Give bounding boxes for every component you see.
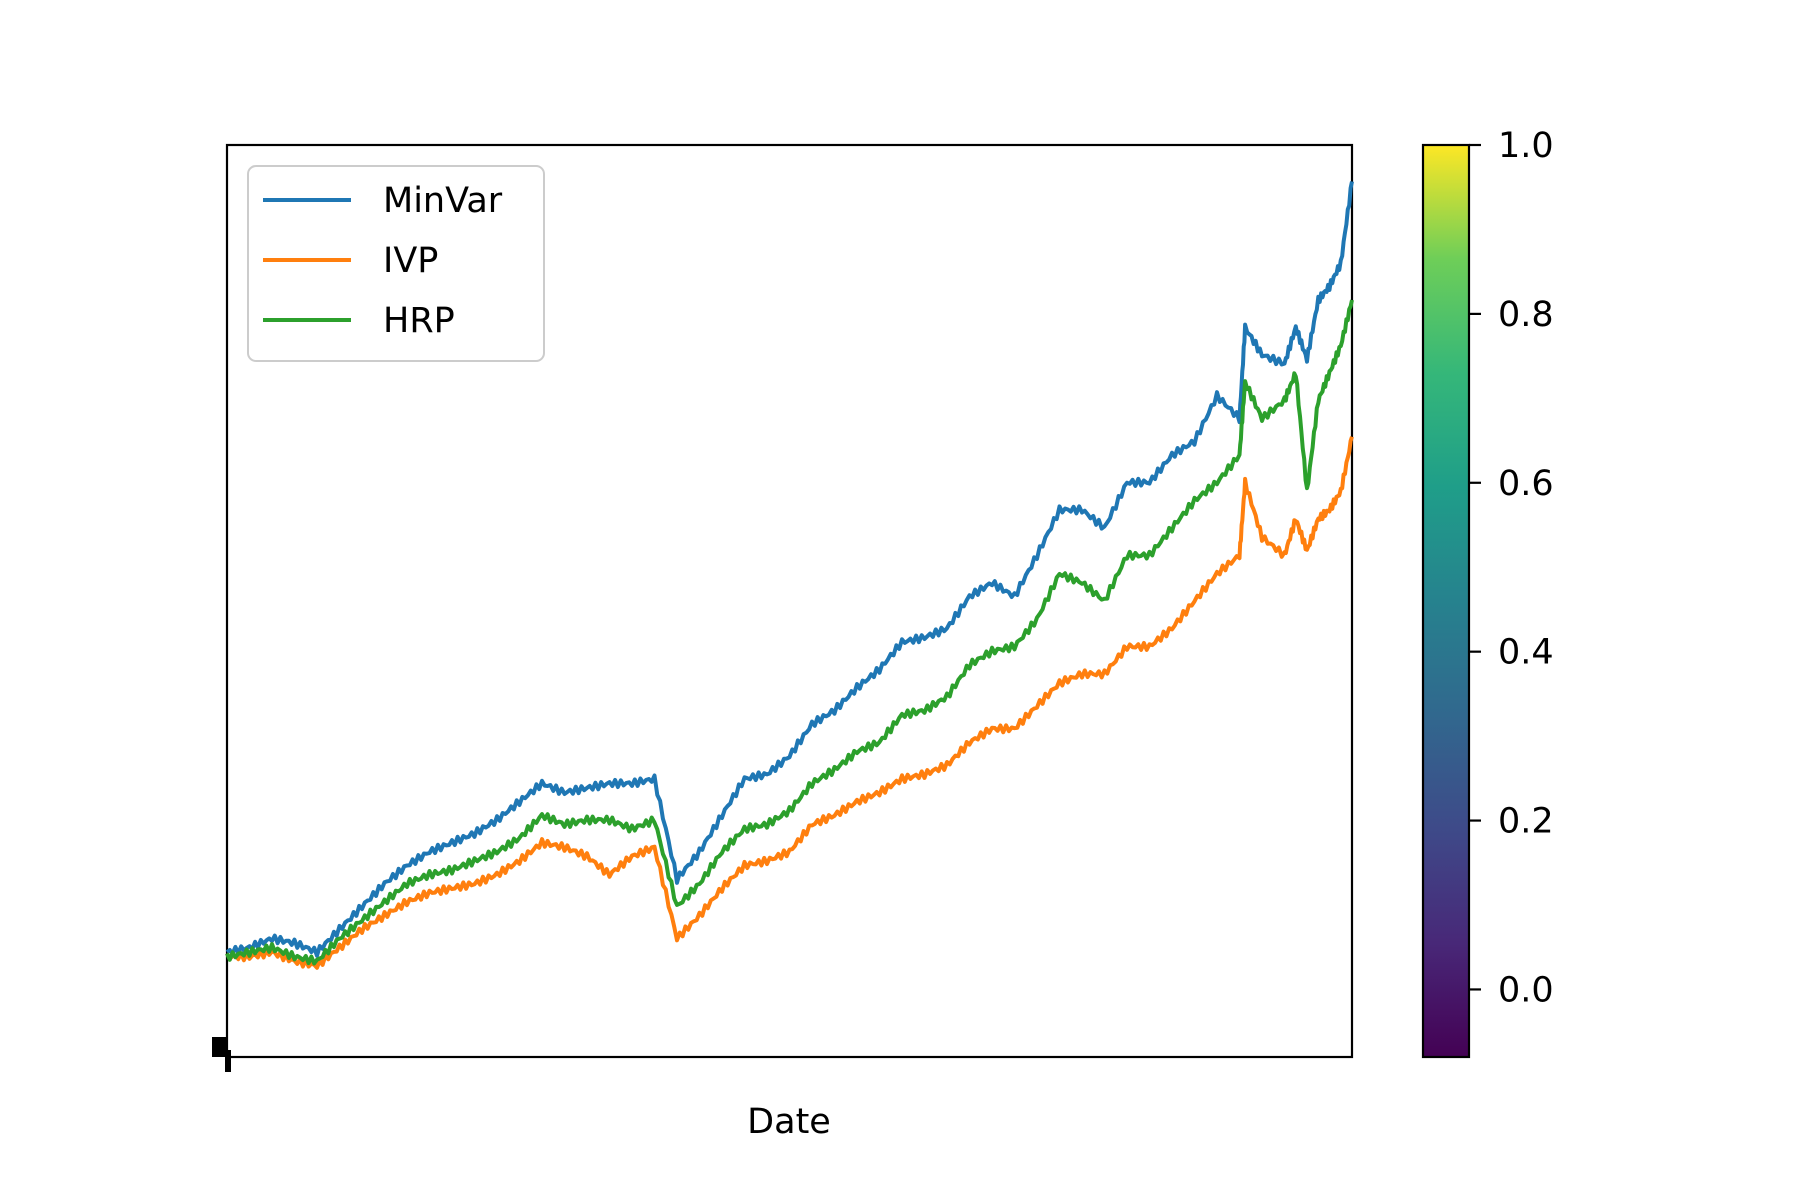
colorbar-tick-label: 0.0 <box>1498 970 1554 1010</box>
legend-label-minvar: MinVar <box>383 181 503 221</box>
colorbar-tick-label: 0.4 <box>1498 633 1554 673</box>
legend-label-ivp: IVP <box>383 241 438 281</box>
colorbar-tick-label: 0.6 <box>1498 464 1554 504</box>
series-layer <box>225 181 1354 970</box>
colorbar: 0.0 0.2 0.4 0.6 0.8 1.0 <box>1421 126 1554 1059</box>
axis-origin-marker <box>212 1037 226 1057</box>
colorbar-frame <box>1421 143 1471 1059</box>
legend-box <box>247 165 545 362</box>
colorbar-tick-label: 0.8 <box>1498 295 1554 335</box>
colorbar-tick-label: 1.0 <box>1498 126 1554 166</box>
legend: MinVar IVP HRP <box>247 165 545 362</box>
colorbar-tick-label: 0.2 <box>1498 802 1554 842</box>
series-line-minvar <box>225 181 1354 958</box>
series-line-ivp <box>225 436 1354 970</box>
colorbar-gradient <box>1423 145 1469 1057</box>
series-line-hrp <box>225 299 1354 966</box>
axis-origin-tick <box>225 1050 231 1072</box>
legend-label-hrp: HRP <box>383 301 455 341</box>
x-axis-label: Date <box>747 1102 831 1142</box>
